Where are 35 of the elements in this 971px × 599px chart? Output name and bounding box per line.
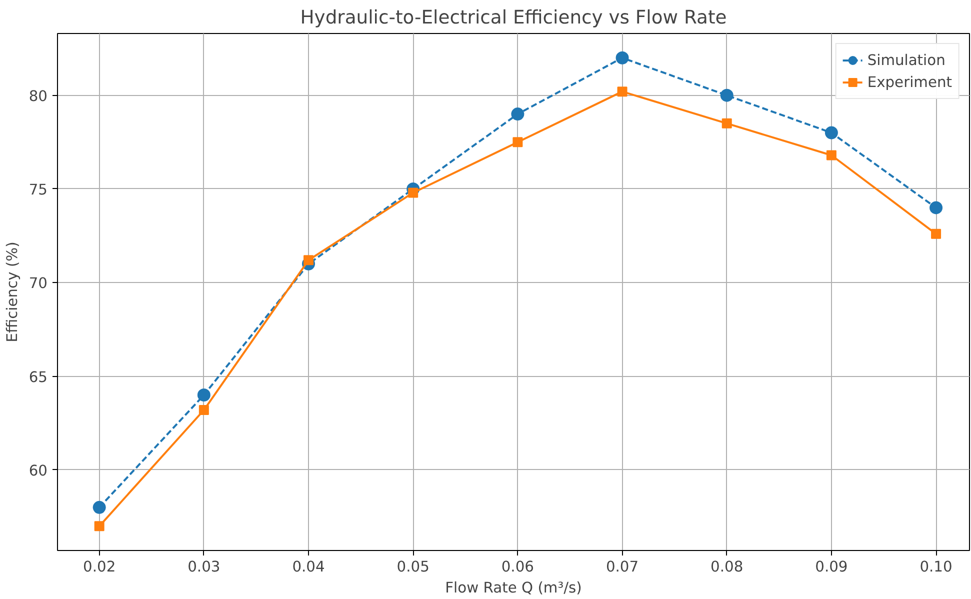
point xyxy=(408,188,418,198)
y-tick-label: 70 xyxy=(28,275,48,292)
x-tick-label: 0.07 xyxy=(606,558,639,576)
x-tick-label: 0.08 xyxy=(710,558,744,576)
point xyxy=(304,255,314,266)
point xyxy=(92,500,106,514)
x-tick-label: 0.05 xyxy=(396,558,430,576)
x-tick-label: 0.10 xyxy=(920,558,952,576)
point xyxy=(826,150,836,160)
point xyxy=(617,86,628,97)
chart-title: Hydraulic-to-Electrical Efficiency vs Flow Rate xyxy=(300,8,727,28)
legend-label: Simulation xyxy=(867,52,946,68)
y-tick-label: 60 xyxy=(28,462,48,480)
x-tick-label: 0.06 xyxy=(501,558,534,576)
y-tick-label: 75 xyxy=(28,181,48,198)
y-axis-title: Efficiency (%) xyxy=(4,242,21,342)
point xyxy=(720,88,734,102)
point xyxy=(930,201,943,214)
legend-label: Experiment xyxy=(867,74,952,90)
point xyxy=(512,137,523,148)
x-axis-title: Flow Rate Q (m³/s) xyxy=(445,580,582,596)
point xyxy=(931,228,942,239)
point xyxy=(511,108,524,121)
point xyxy=(616,51,629,64)
point xyxy=(197,388,210,402)
x-tick-label: 0.04 xyxy=(292,558,325,576)
x-tick-label: 0.02 xyxy=(83,558,116,576)
point xyxy=(94,521,104,532)
x-tick-label: 0.09 xyxy=(815,558,848,576)
point xyxy=(824,126,838,140)
point xyxy=(722,118,732,128)
y-tick-label: 80 xyxy=(28,88,48,105)
x-tick-label: 0.03 xyxy=(188,558,220,576)
point xyxy=(198,405,209,416)
y-tick-label: 65 xyxy=(28,368,48,386)
